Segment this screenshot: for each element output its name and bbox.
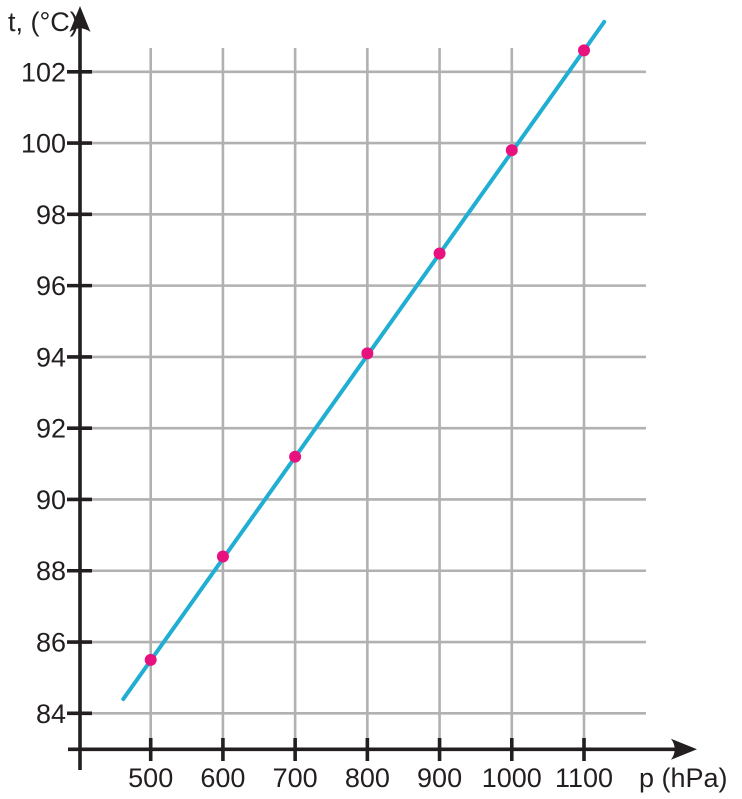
y-tick-label: 88 [36, 556, 66, 586]
y-axis-label: t, (°C) [8, 7, 79, 37]
x-axis-label: p (hPa) [639, 763, 728, 793]
trend-line [121, 19, 607, 702]
x-tick-label: 500 [128, 763, 173, 793]
data-point [144, 653, 157, 666]
y-tick-label: 86 [36, 628, 66, 658]
y-tick-label: 94 [36, 342, 66, 372]
y-tick-label: 92 [36, 414, 66, 444]
x-axis-arrow [671, 738, 697, 760]
y-tick-label: 90 [36, 485, 66, 515]
x-tick-label: 1000 [482, 763, 542, 793]
x-tick-label: 800 [345, 763, 390, 793]
x-tick-label: 1100 [555, 763, 613, 793]
x-tick-label: 700 [273, 763, 318, 793]
y-tick-label: 84 [36, 699, 66, 729]
data-point [289, 450, 302, 463]
y-tick-label: 100 [21, 129, 66, 159]
gridlines [81, 48, 646, 748]
data-point [578, 44, 591, 57]
data-point [433, 247, 446, 260]
y-axis-arrow [69, 6, 91, 32]
tick-labels: 84 86 88 90 92 94 96 98 100 102 500 600 700 800 900 100… [21, 57, 613, 793]
x-tick-label: 900 [417, 763, 462, 793]
y-tick-label: 96 [36, 271, 66, 301]
y-tick-label: 102 [21, 57, 66, 87]
data-points [144, 44, 591, 666]
data-point [216, 550, 229, 563]
data-point [361, 347, 374, 360]
data-point [505, 144, 518, 157]
x-tick-label: 600 [200, 763, 245, 793]
y-tick-label: 98 [36, 200, 66, 230]
trend-line-segment [121, 19, 607, 702]
axes [67, 6, 697, 770]
